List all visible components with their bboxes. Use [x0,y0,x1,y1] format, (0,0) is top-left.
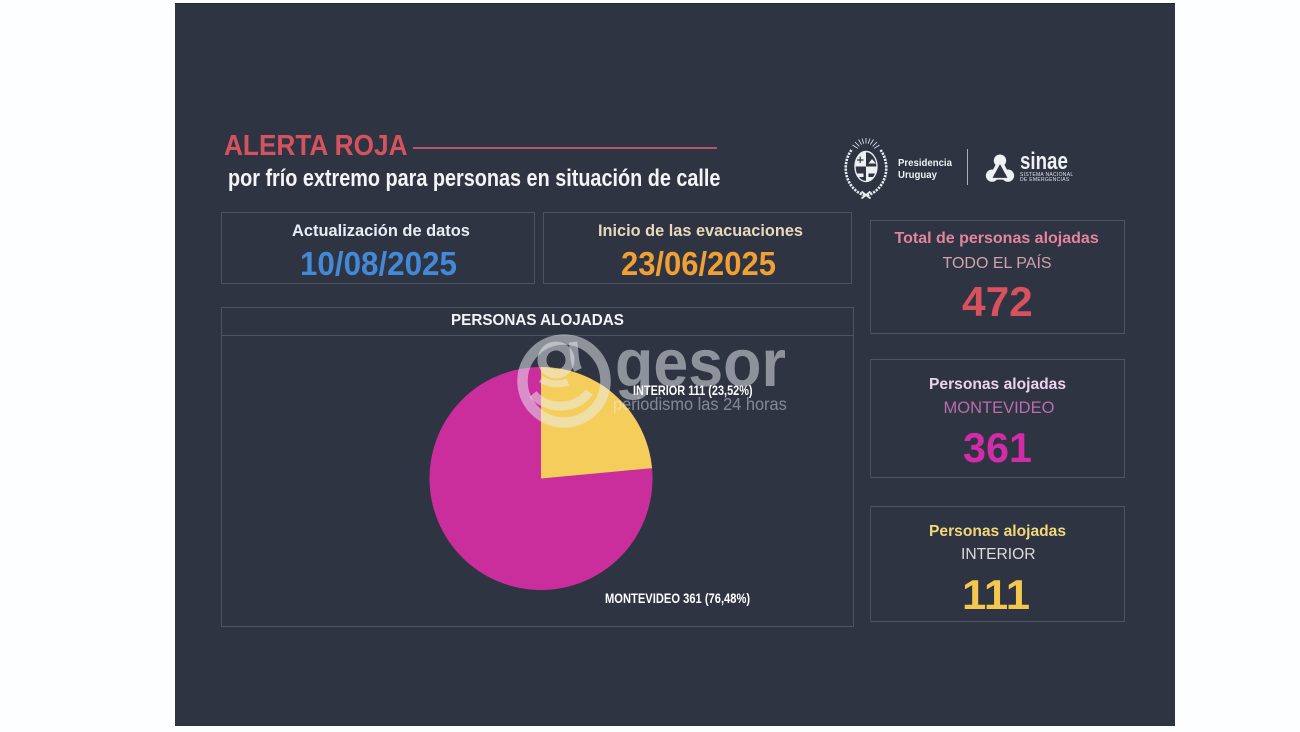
svg-text:periodismo las 24 horas: periodismo las 24 horas [613,395,787,415]
svg-text:gesor: gesor [615,325,786,400]
